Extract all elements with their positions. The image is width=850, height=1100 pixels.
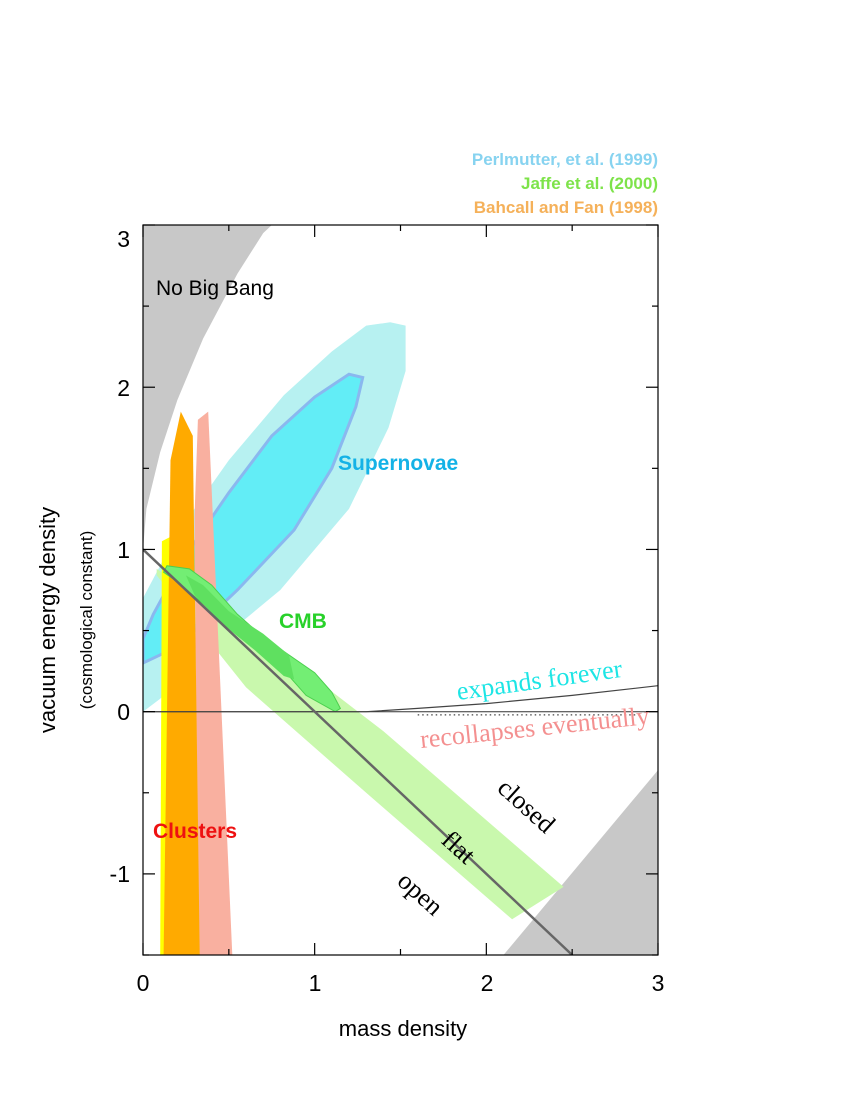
recollapses-eventually-label: recollapses eventually [419,701,651,754]
y-tick-label-1: 1 [117,537,130,563]
no-big-bang-lower-right-region [503,770,658,955]
cmb-core-region [185,575,295,680]
open-label: open [392,866,449,921]
x-tick-label-1: 1 [309,970,322,996]
clusters-orange-region [163,411,200,955]
y-tick-label--1: -1 [110,861,130,887]
x-tick-label-2: 2 [481,970,494,996]
legend-entry-bahcall: Bahcall and Fan (1998) [474,198,658,217]
x-axis-title: mass density [339,1016,467,1041]
cmb-label: CMB [279,610,327,633]
no-big-bang-label: No Big Bang [156,277,274,300]
y-axis-title: vacuum energy density [35,507,60,733]
x-tick-label-0: 0 [137,970,150,996]
axis-ticks [142,224,659,956]
y-tick-label-0: 0 [117,699,130,725]
supernovae-label: Supernovae [338,452,458,475]
closed-label: closed [492,773,561,839]
legend-entry-perlmutter: Perlmutter, et al. (1999) [472,150,658,169]
clusters-pink-region [194,411,233,955]
y-tick-label-2: 2 [117,375,130,401]
no-big-bang-region [143,225,272,550]
y-tick-label-3: 3 [117,226,130,252]
flat-universe-line [143,548,574,955]
x-tick-label-3: 3 [652,970,665,996]
legend-entry-jaffe: Jaffe et al. (2000) [521,174,658,193]
clusters-label: Clusters [153,820,237,843]
y-axis-subtitle: (cosmological constant) [77,531,96,710]
cmb-band-region [156,568,564,920]
